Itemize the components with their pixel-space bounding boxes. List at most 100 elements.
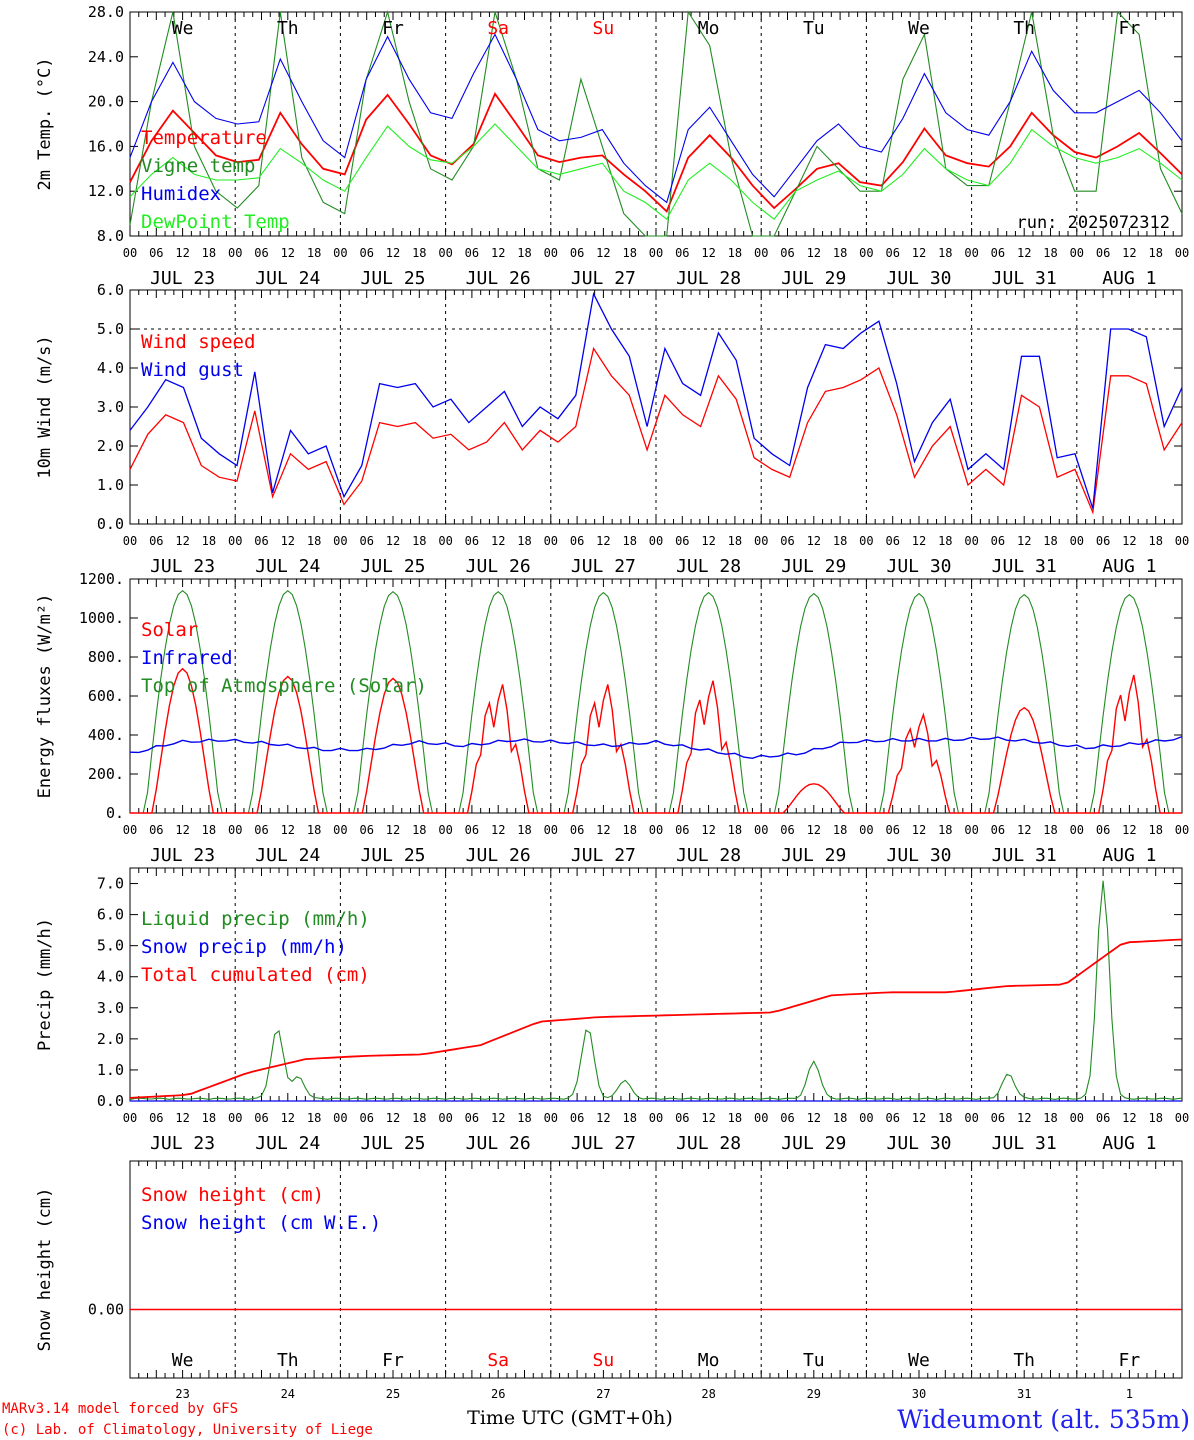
legend-entry: DewPoint Temp [141,211,290,233]
y-tick-label: 2.0 [97,1030,124,1048]
hour-label: 06 [1096,534,1110,548]
hour-label: 00 [649,246,663,260]
legend-entry: Humidex [141,183,221,205]
hour-label: 12 [1017,823,1031,837]
y-tick-label: 8.0 [97,227,124,245]
hour-label: 06 [359,246,373,260]
hour-label: 12 [491,1111,505,1125]
hour-label: 12 [807,1111,821,1125]
hour-label: 06 [675,1111,689,1125]
day-of-week: Tu [803,1350,825,1371]
hour-label: 18 [412,246,426,260]
y-tick-label: 5.0 [97,937,124,955]
y-tick-label: 4.0 [97,359,124,377]
hour-label: 06 [1096,823,1110,837]
hour-label: 12 [1017,534,1031,548]
day-of-week: We [908,1350,930,1371]
date-label: JUL 23 [150,556,215,577]
hour-label: 12 [175,246,189,260]
hour-label: 12 [701,246,715,260]
legend-entry: Infrared [141,647,233,669]
hour-label: 18 [307,823,321,837]
day-number: 29 [807,1387,821,1401]
hour-label: 06 [149,246,163,260]
hour-label: 00 [123,1111,137,1125]
hour-label: 00 [1070,823,1084,837]
hour-label: 18 [412,823,426,837]
hour-label: 12 [175,1111,189,1125]
day-number: 27 [596,1387,610,1401]
hour-label: 06 [254,1111,268,1125]
date-label: JUL 24 [255,556,320,577]
date-label: JUL 27 [571,1133,636,1154]
hour-label: 06 [885,823,899,837]
hour-label: 00 [859,534,873,548]
legend-entry: Top of Atmosphere (Solar) [141,675,427,697]
hour-label: 12 [807,534,821,548]
hour-label: 18 [1148,823,1162,837]
hour-label: 12 [912,246,926,260]
date-label: JUL 29 [781,845,846,866]
hour-label: 12 [386,823,400,837]
date-label: JUL 30 [886,1133,951,1154]
hour-label: 18 [938,823,952,837]
hour-label: 12 [1017,1111,1031,1125]
hour-label: 18 [833,823,847,837]
day-of-week: Th [277,1350,299,1371]
hour-label: 18 [307,534,321,548]
hour-label: 12 [1122,823,1136,837]
y-tick-label: 3.0 [97,999,124,1017]
date-label: JUL 26 [466,268,531,289]
hour-label: 18 [202,823,216,837]
hour-label: 12 [596,246,610,260]
date-label: JUL 30 [886,268,951,289]
date-label: JUL 23 [150,845,215,866]
hour-label: 18 [728,1111,742,1125]
hour-label: 12 [491,823,505,837]
hour-label: 12 [175,534,189,548]
date-label: JUL 27 [571,845,636,866]
legend-entry: Temperature [141,127,267,149]
day-of-week: Su [593,18,615,39]
date-label: JUL 23 [150,268,215,289]
hour-label: 00 [1070,1111,1084,1125]
hour-label: 18 [202,246,216,260]
hour-label: 06 [991,1111,1005,1125]
hour-label: 00 [123,534,137,548]
hour-label: 12 [386,1111,400,1125]
hour-label: 06 [570,246,584,260]
hour-label: 00 [1175,823,1189,837]
hour-label: 00 [333,823,347,837]
hour-label: 06 [675,534,689,548]
hour-label: 00 [438,823,452,837]
hour-label: 18 [307,1111,321,1125]
hour-label: 18 [1148,246,1162,260]
date-label: JUL 25 [360,845,425,866]
day-of-week: Tu [803,18,825,39]
hour-label: 00 [544,1111,558,1125]
day-of-week: Sa [487,18,509,39]
hour-label: 06 [149,823,163,837]
series-line-3 [129,123,1183,221]
hour-label: 12 [596,823,610,837]
day-of-week: Fr [1119,18,1141,39]
hour-label: 00 [1070,534,1084,548]
date-label: JUL 29 [781,1133,846,1154]
hour-label: 06 [359,534,373,548]
hour-label: 00 [438,1111,452,1125]
hour-label: 00 [544,823,558,837]
date-label: JUL 31 [992,268,1057,289]
panel-wind: 0.0 1.0 2.0 3.0 4.0 5.0 6.0 10m Wind (m/s) 00 06 1… [35,281,1189,577]
hour-label: 18 [202,1111,216,1125]
date-label: JUL 26 [466,1133,531,1154]
date-label: JUL 28 [676,845,741,866]
y-tick-label: 1200. [79,570,124,588]
date-label: AUG 1 [1102,556,1156,577]
hour-label: 00 [754,246,768,260]
hour-label: 00 [859,823,873,837]
day-of-week: Fr [382,18,404,39]
y-tick-label: 1.0 [97,1061,124,1079]
y-tick-label: 0. [106,804,124,822]
hour-label: 00 [333,534,347,548]
hour-label: 12 [386,246,400,260]
